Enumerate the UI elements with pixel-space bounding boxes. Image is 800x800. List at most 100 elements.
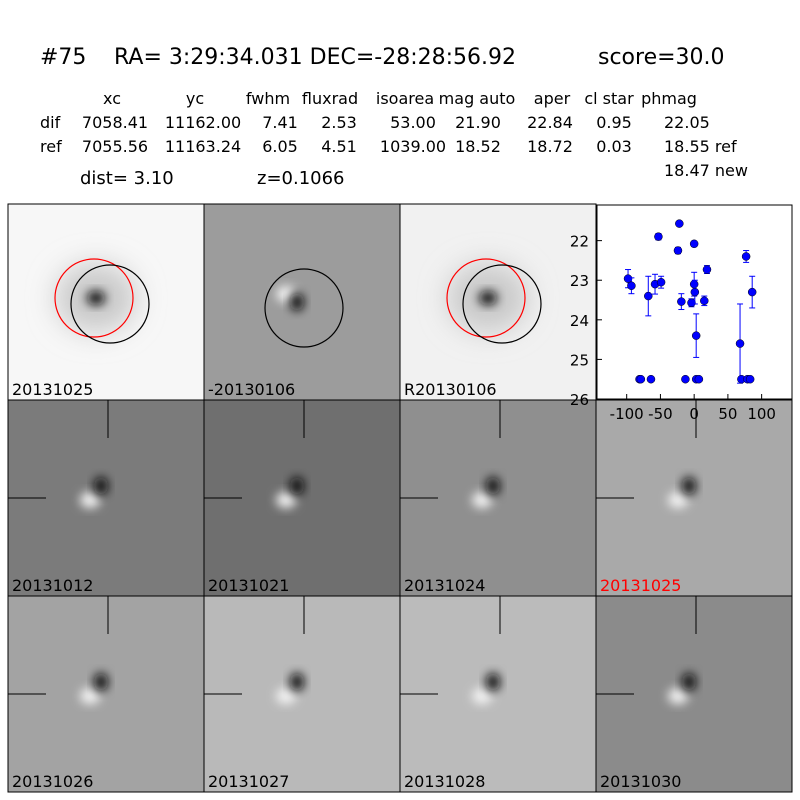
residual-dark xyxy=(682,673,696,691)
table-cell: 6.05 xyxy=(262,137,298,156)
data-point xyxy=(644,291,653,301)
panel-label: 20131027 xyxy=(208,772,289,791)
redshift: z=0.1066 xyxy=(257,168,345,189)
score: score=30.0 xyxy=(598,45,725,70)
aperture-red xyxy=(54,258,134,338)
residual-dark xyxy=(486,477,500,495)
data-point xyxy=(681,374,690,384)
table-cell: 2.53 xyxy=(321,113,357,132)
panel-grid: 20131025 -20130106 R20130106 20131012 201310… xyxy=(7,203,793,793)
data-point xyxy=(689,279,699,289)
panel-label: 20131025 xyxy=(12,380,93,399)
table-cell: 7058.41 xyxy=(82,113,148,132)
galaxy-core xyxy=(479,291,497,305)
column-header: yc xyxy=(186,89,204,108)
table-cell: 0.95 xyxy=(596,113,632,132)
panel-label: 20131026 xyxy=(12,772,93,791)
galaxy-core xyxy=(87,291,105,305)
phmag-new: 18.47 new xyxy=(664,161,748,180)
residual-dark xyxy=(94,477,108,495)
coordinates: RA= 3:29:34.031 DEC=-28:28:56.92 xyxy=(114,45,516,70)
data-point xyxy=(654,232,663,241)
data-point xyxy=(627,281,636,291)
residual-light xyxy=(472,492,492,508)
residual-dark xyxy=(682,477,696,495)
residual-light xyxy=(668,492,688,508)
data-point xyxy=(646,374,656,384)
y-tick-label: 26 xyxy=(570,391,589,409)
y-tick-label: 25 xyxy=(570,351,589,369)
row-label: dif xyxy=(40,113,61,132)
data-point xyxy=(745,374,755,384)
table-cell: 18.52 xyxy=(455,137,501,156)
table-cell: 7.41 xyxy=(262,113,298,132)
residual-dark xyxy=(290,477,304,495)
table-cell: 1039.00 xyxy=(380,137,446,156)
table-cell: 11162.00 xyxy=(165,113,241,132)
y-tick-label: 23 xyxy=(570,272,589,290)
data-point xyxy=(690,287,700,297)
aperture-red xyxy=(446,258,526,338)
table-cell: 18.72 xyxy=(527,137,573,156)
row-label: ref xyxy=(40,137,62,156)
data-point xyxy=(741,252,751,261)
data-point xyxy=(747,287,757,297)
x-tick-label: 0 xyxy=(689,405,699,423)
column-header: mag auto xyxy=(439,89,516,108)
stats-table: xc yc fwhm fluxrad isoarea mag auto aper cl sta… xyxy=(40,89,737,156)
column-header: isoarea xyxy=(376,89,434,108)
column-header: xc xyxy=(103,89,121,108)
x-tick-label: -50 xyxy=(648,405,673,423)
table-cell: 4.51 xyxy=(321,137,357,156)
table-cell: 21.90 xyxy=(455,113,501,132)
data-point xyxy=(687,298,696,308)
data-point xyxy=(700,296,709,306)
table-cell: 22.05 xyxy=(664,113,710,132)
data-point xyxy=(677,297,686,306)
column-header: fwhm xyxy=(246,89,290,108)
panel-label: 20131012 xyxy=(12,576,93,595)
table-cell: 11163.24 xyxy=(165,137,241,156)
table-cell: 7055.56 xyxy=(82,137,148,156)
panel-label: 20131025 xyxy=(600,576,681,595)
table-cell: 0.03 xyxy=(596,137,632,156)
residual-light xyxy=(80,492,100,508)
table-cell: 22.84 xyxy=(527,113,573,132)
residual-light xyxy=(80,688,100,704)
x-tick-label: -100 xyxy=(610,405,644,423)
table-cell: 53.00 xyxy=(390,113,436,132)
panel-label: 20131024 xyxy=(404,576,485,595)
residual-dark xyxy=(290,293,304,311)
aperture-black xyxy=(462,264,542,344)
residual-light xyxy=(276,688,296,704)
column-header: phmag xyxy=(641,89,697,108)
data-point xyxy=(636,374,646,384)
column-header: aper xyxy=(534,89,571,108)
candidate-id: #75 xyxy=(40,45,86,70)
y-tick-label: 24 xyxy=(570,312,589,330)
panel-label: 20131028 xyxy=(404,772,485,791)
residual-light xyxy=(668,688,688,704)
column-header: fluxrad xyxy=(302,89,358,108)
data-point xyxy=(623,274,633,283)
aperture-black xyxy=(264,268,344,348)
aperture-black xyxy=(70,264,150,344)
data-point xyxy=(673,246,683,255)
distance: dist= 3.10 xyxy=(80,168,174,189)
table-cell: 18.55 ref xyxy=(664,137,737,156)
y-tick-label: 22 xyxy=(570,233,589,251)
residual-light xyxy=(472,688,492,704)
panel-label: R20130106 xyxy=(404,380,497,399)
column-header: cl star xyxy=(584,89,634,108)
data-point xyxy=(702,265,712,274)
data-point xyxy=(656,277,666,287)
panel-label: 20131021 xyxy=(208,576,289,595)
residual-dark xyxy=(486,673,500,691)
panel-label: 20131030 xyxy=(600,772,681,791)
panel-label: -20130106 xyxy=(208,380,295,399)
residual-dark xyxy=(94,673,108,691)
data-point xyxy=(691,331,701,340)
x-tick-label: 100 xyxy=(747,405,776,423)
light-curve: 22 23 24 25 26 -100 -50 0 50 100 xyxy=(570,204,793,423)
